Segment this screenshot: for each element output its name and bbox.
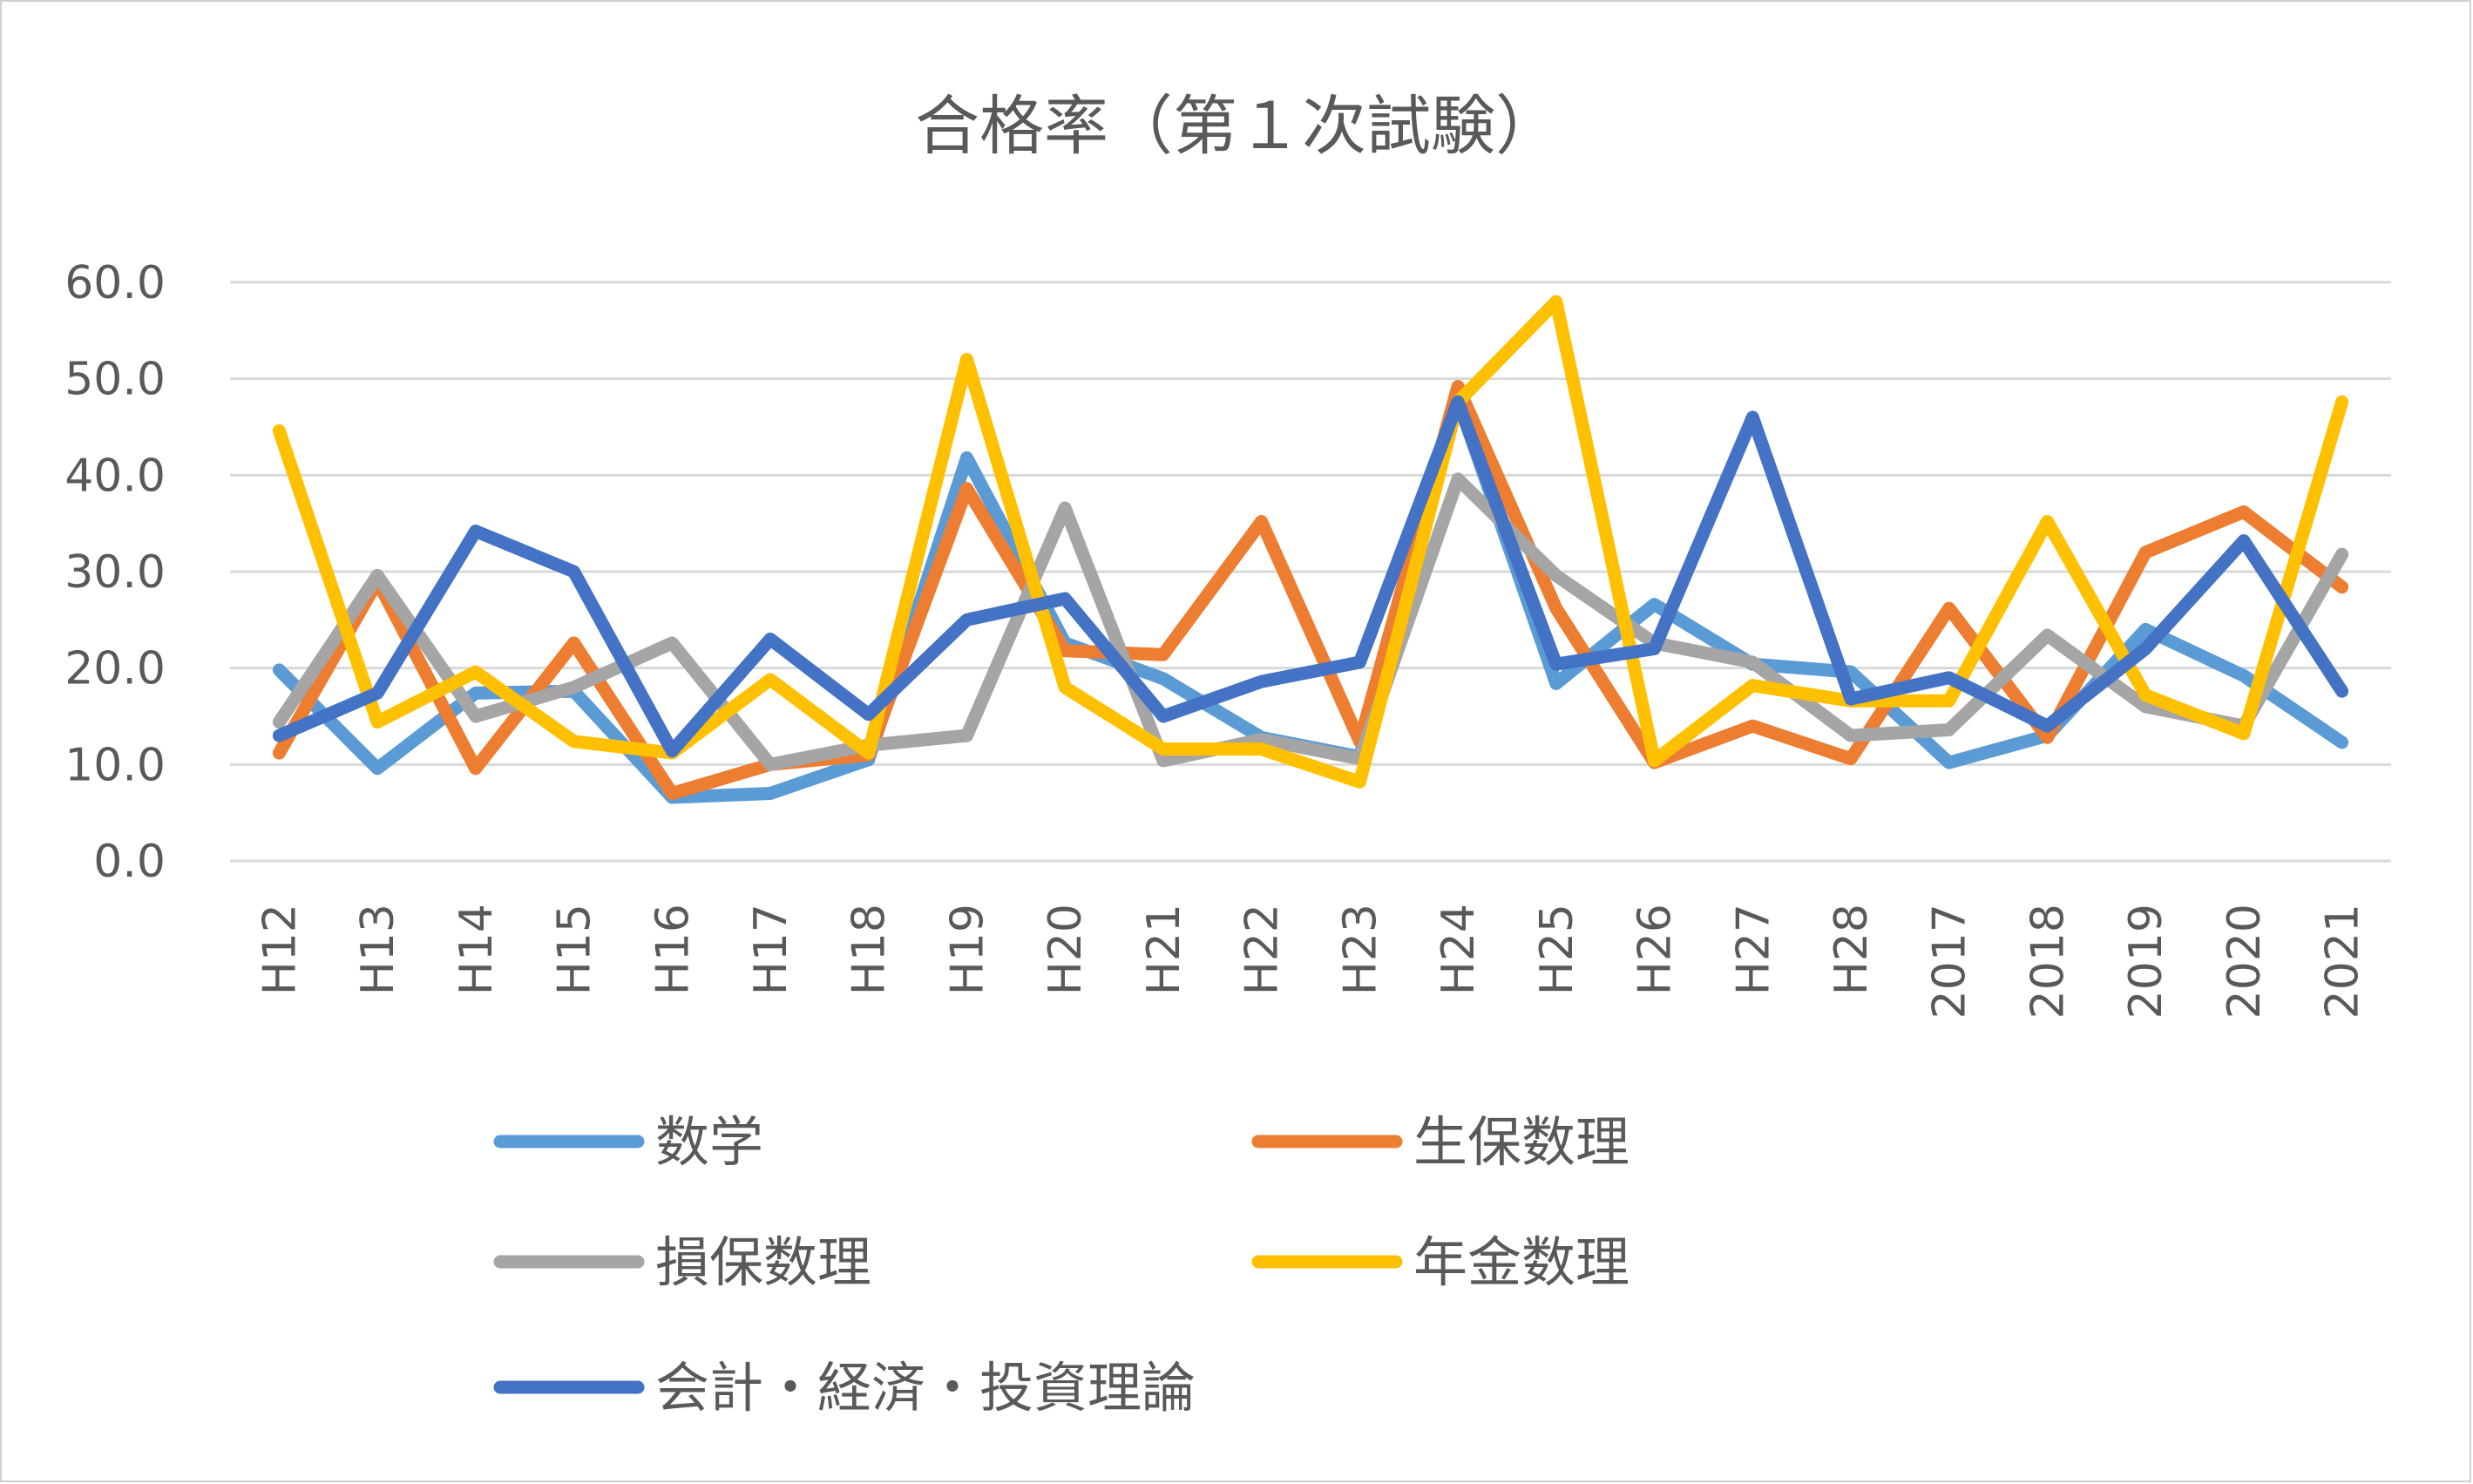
x-tick-label: H21 [1138,904,1190,995]
legend-label: 年金数理 [1413,1230,1629,1294]
y-tick-label: 0.0 [93,836,166,888]
chart-title: 合格率（第１次試験） [915,89,1560,164]
y-tick-label: 60.0 [64,257,166,309]
y-axis-ticks: 0.0 10.0 20.0 30.0 40.0 50.0 60.0 [64,257,166,888]
series-line-5 [272,395,2349,758]
legend-label: 数学 [655,1110,763,1174]
x-tick-label: H26 [1629,904,1682,995]
x-tick-label: H17 [745,904,797,995]
x-tick-label: H12 [254,904,306,995]
legend-label: 損保数理 [655,1230,871,1294]
legend-item-2: 生保数理 [1251,1110,1629,1174]
y-tick-label: 20.0 [64,643,166,695]
x-tick-label: H27 [1727,904,1779,995]
x-tick-label: H25 [1531,904,1583,995]
y-tick-label: 30.0 [64,546,166,599]
y-tick-label: 40.0 [64,450,166,502]
gridlines [230,281,2391,863]
series-line-2 [272,380,2349,800]
x-axis-ticks: H12 H13 H14 H15 H16 H17 H18 H19 H20 H21 H22 H23 H24 H… [254,904,2368,1019]
x-tick-label: H23 [1334,904,1386,995]
x-tick-label: H18 [844,904,896,995]
x-tick-label: 2017 [1924,904,1976,1019]
legend-item-3: 損保数理 [493,1230,871,1294]
x-tick-label: H15 [549,904,601,995]
series-lines [272,295,2349,804]
x-tick-label: H13 [352,904,404,995]
x-tick-label: H22 [1236,904,1289,995]
x-tick-label: H20 [1040,904,1092,995]
legend-label: 会計・経済・投資理論 [655,1356,1196,1420]
x-tick-label: 2018 [2022,904,2074,1019]
y-tick-label: 50.0 [64,354,166,406]
legend-item-5: 会計・経済・投資理論 [493,1356,1196,1420]
x-tick-label: H24 [1433,904,1485,995]
legend-item-4: 年金数理 [1251,1230,1629,1294]
y-tick-label: 10.0 [64,739,166,791]
x-tick-label: 2019 [2120,904,2172,1019]
series-line-4 [272,295,2349,789]
x-tick-label: 2020 [2219,904,2271,1019]
x-tick-label: H19 [941,904,993,995]
x-tick-label: H28 [1826,904,1878,995]
legend-item-1: 数学 [493,1110,763,1174]
x-tick-label: 2021 [2317,904,2369,1019]
x-tick-label: H16 [647,904,699,995]
legend-label: 生保数理 [1413,1110,1629,1174]
x-tick-label: H14 [451,904,503,995]
